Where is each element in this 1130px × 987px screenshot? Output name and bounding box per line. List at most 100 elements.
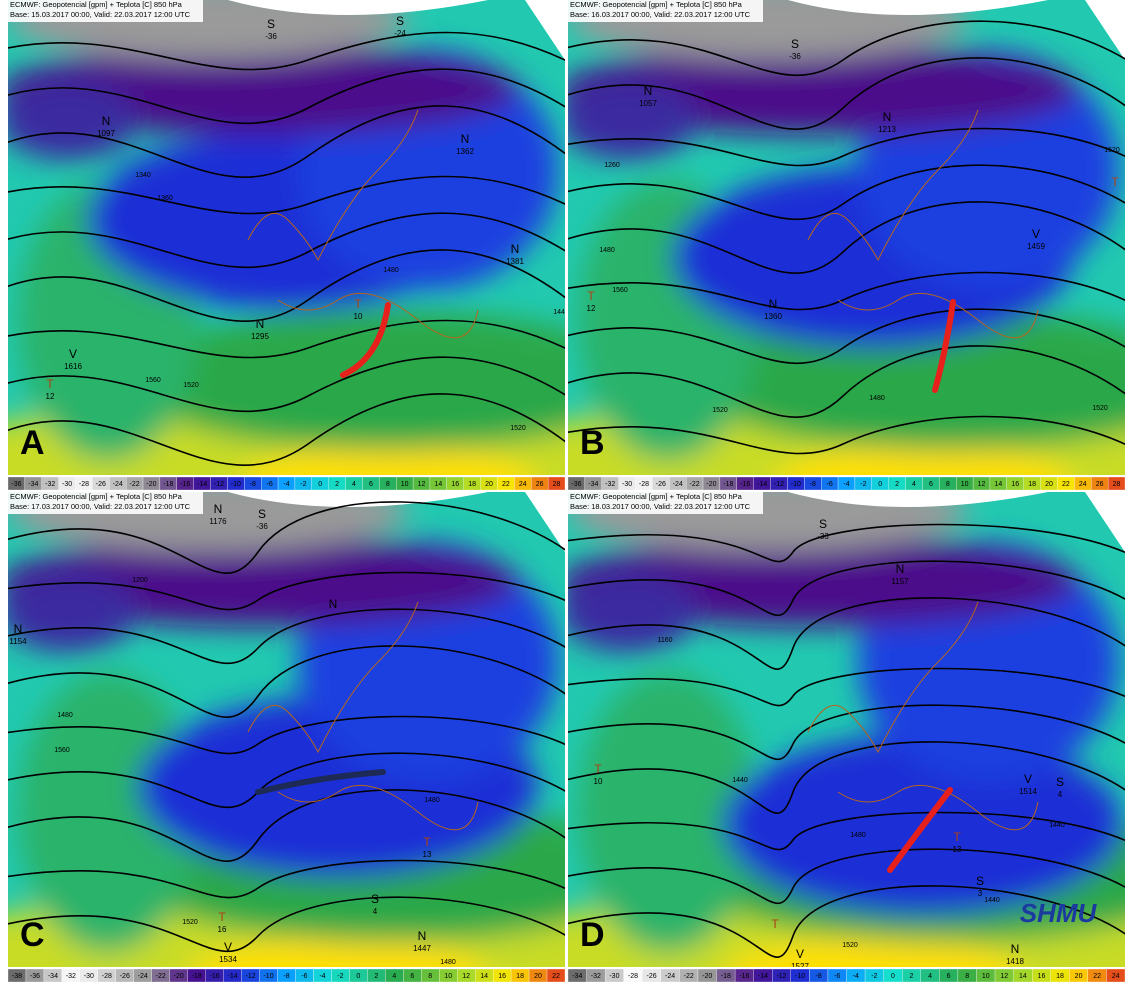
colorbar-label: -28 — [628, 973, 638, 980]
colorbar-label: 20 — [1045, 481, 1053, 488]
colorbar-label: 26 — [536, 481, 544, 488]
colorbar-label: -34 — [28, 481, 38, 488]
contour-label: 1480 — [383, 267, 399, 274]
colorbar-label: -32 — [45, 481, 55, 488]
contour-line — [8, 859, 565, 899]
warm-area — [192, 937, 484, 967]
center-value: 1057 — [639, 99, 657, 108]
colorbar-label: -6 — [834, 973, 840, 980]
colorbar-label: -4 — [853, 973, 859, 980]
logo: SHMU — [1020, 898, 1098, 928]
colorbar-label: -28 — [79, 481, 89, 488]
trend-arrow — [932, 299, 956, 393]
contour-label: 1520 — [1092, 405, 1108, 412]
contour-label: 1160 — [657, 637, 672, 644]
map-panel: 1340136015601520148014401520N1097S-36S-2… — [7, 0, 569, 491]
colorbar-label: -4 — [843, 481, 849, 488]
temperature-field — [568, 0, 1125, 475]
contour-line — [568, 345, 1125, 418]
panel-header: ECMWF: Geopotencial [gpm] + Teplota [C] … — [570, 0, 743, 9]
map-field: 120014801560148015201480N1176S-36N1154NT… — [8, 492, 565, 967]
trend-arrow — [255, 769, 386, 795]
colorbar-label: 20 — [485, 481, 493, 488]
center-symbol: N — [14, 622, 23, 636]
colorbar-label: 28 — [553, 481, 561, 488]
panel-header: Base: 18.03.2017 00:00, Valid: 22.03.201… — [570, 502, 751, 511]
colorbar-label: 0 — [891, 973, 895, 980]
mild-area — [128, 310, 565, 450]
trend-arrow — [887, 787, 953, 873]
colorbar-label: -22 — [130, 481, 140, 488]
center-symbol: N — [1011, 942, 1020, 956]
colorbar-label: -30 — [609, 973, 619, 980]
colorbar-cell — [546, 968, 566, 983]
colorbar-cell — [1106, 968, 1126, 983]
contour-line — [8, 501, 565, 574]
polar-mask — [1085, 492, 1125, 552]
colorbar: -36 -34 -32 -30 -28 -26 -24 -22 -20 -18 -16 -14 -12-… — [567, 476, 1126, 491]
polar-mask — [228, 0, 488, 15]
colorbar-label: -10 — [231, 481, 241, 488]
contour-line — [8, 789, 565, 862]
center-value: 1362 — [456, 147, 474, 156]
contour-label: 1340 — [135, 172, 151, 179]
panel-letter: B — [580, 424, 605, 462]
center-symbol: N — [769, 297, 778, 311]
temperature-field — [8, 492, 565, 967]
colorbar-label: 2 — [895, 481, 899, 488]
center-symbol: S — [371, 892, 379, 906]
colorbar-label: 16 — [498, 973, 506, 980]
colorbar-label: 14 — [1019, 973, 1027, 980]
contour-line — [8, 175, 565, 215]
colorbar-label: -4 — [319, 973, 325, 980]
colorbar-label: -16 — [180, 481, 190, 488]
colorbar-label: 16 — [1011, 481, 1019, 488]
colorbar-label: 18 — [1056, 973, 1064, 980]
colorbar-label: -20 — [174, 973, 184, 980]
colorbar-label: 12 — [1000, 973, 1008, 980]
contour-line — [8, 608, 565, 665]
contour-label: 1560 — [54, 747, 70, 754]
colorbar-label: 12 — [418, 481, 426, 488]
contour-label: 1440 — [1049, 822, 1065, 829]
colorbar-label: -18 — [163, 481, 173, 488]
colorbar-label: 6 — [369, 481, 373, 488]
center-symbol: N — [461, 132, 470, 146]
center-value: 1459 — [1027, 242, 1045, 251]
center-value: 1157 — [891, 577, 909, 586]
colorbar-label: 2 — [374, 973, 378, 980]
cool-area — [578, 672, 758, 952]
trend-arrow — [340, 302, 391, 378]
polar-mask — [788, 492, 1048, 507]
colorbar-label: 6 — [410, 973, 414, 980]
colorbar-label: 10 — [961, 481, 969, 488]
center-value: 1213 — [878, 125, 896, 134]
colorbar-label: -18 — [192, 973, 202, 980]
colorbar-label: 18 — [516, 973, 524, 980]
colorbar-label: -20 — [146, 481, 156, 488]
panel-letter: A — [20, 424, 45, 462]
contour-label: 1440 — [553, 309, 569, 316]
center-value: 12 — [46, 392, 55, 401]
map-field: 1340136015601520148014401520N1097S-36S-2… — [8, 0, 569, 475]
coastline — [247, 601, 479, 831]
colorbar-label: 2 — [335, 481, 339, 488]
colorbar-label: -10 — [791, 481, 801, 488]
colorbar-label: 14 — [480, 973, 488, 980]
contour-label: 1560 — [145, 377, 161, 384]
center-value: 1097 — [97, 129, 115, 138]
colorbar-label: -14 — [757, 481, 767, 488]
contour-line — [568, 415, 1125, 455]
center-value: 1616 — [64, 362, 82, 371]
colorbar-label: 14 — [995, 481, 1003, 488]
colorbar-label: 6 — [929, 481, 933, 488]
colorbar-label: -30 — [62, 481, 72, 488]
header-box — [568, 492, 763, 514]
contour-label: 1480 — [850, 832, 866, 839]
panel-header: Base: 16.03.2017 00:00, Valid: 22.03.201… — [570, 10, 751, 19]
contour-line — [8, 356, 565, 413]
colorbar-label: -2 — [871, 973, 877, 980]
colorbar-label: 24 — [1079, 481, 1087, 488]
colorbar-label: -8 — [810, 481, 816, 488]
